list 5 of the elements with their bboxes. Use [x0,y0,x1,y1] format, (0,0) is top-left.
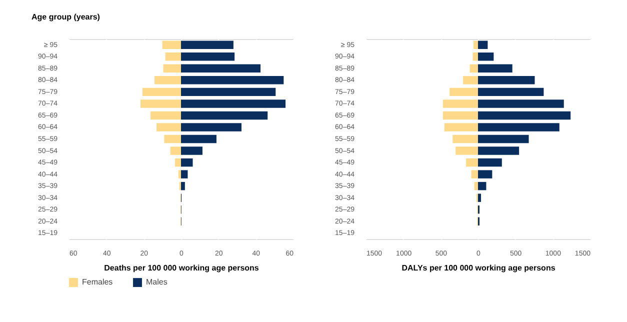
x-axis-title: Deaths per 100 000 working age persons [104,264,260,272]
legend-label: Males [146,278,168,287]
legend-label: Females [82,278,113,287]
x-axis-title: DALYs per 100 000 working age persons [402,264,556,272]
y-axis-title: Age group (years) [32,12,100,22]
